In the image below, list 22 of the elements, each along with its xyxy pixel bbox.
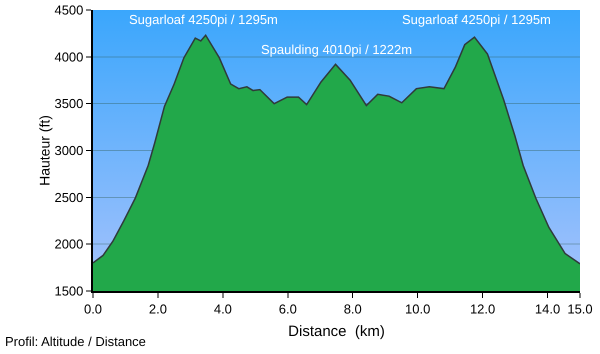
y-tick-label: 3500 bbox=[54, 96, 84, 112]
x-tick-label: 0.0 bbox=[84, 302, 102, 317]
x-tick-label: 2.0 bbox=[148, 302, 167, 317]
y-tick-label: 2000 bbox=[54, 236, 84, 252]
y-axis-title: Hauteur (ft) bbox=[36, 115, 52, 186]
x-tick-label: 12.0 bbox=[470, 302, 496, 317]
y-tick-label: 1500 bbox=[54, 284, 84, 299]
x-axis-title: Distance (km) bbox=[288, 323, 385, 340]
y-tick-label: 3000 bbox=[54, 143, 84, 158]
annotation: Sugarloaf 4250pi / 1295m bbox=[129, 12, 278, 27]
annotation: Spaulding 4010pi / 1222m bbox=[261, 42, 412, 57]
y-tick-label: 4000 bbox=[54, 49, 84, 64]
x-tick-label: 4.0 bbox=[214, 302, 232, 317]
x-tick-label: 14.0 bbox=[534, 302, 560, 317]
x-tick-label: 6.0 bbox=[278, 302, 297, 317]
annotation: Sugarloaf 4250pi / 1295m bbox=[402, 12, 551, 27]
y-tick-label: 4500 bbox=[54, 2, 84, 18]
x-tick-label: 8.0 bbox=[344, 302, 362, 317]
text: Profil: Altitude / Distance bbox=[5, 334, 146, 349]
x-tick-label: 15.0 bbox=[567, 302, 593, 317]
y-tick-label: 2500 bbox=[54, 190, 84, 205]
x-tick-label: 10.0 bbox=[405, 302, 430, 317]
